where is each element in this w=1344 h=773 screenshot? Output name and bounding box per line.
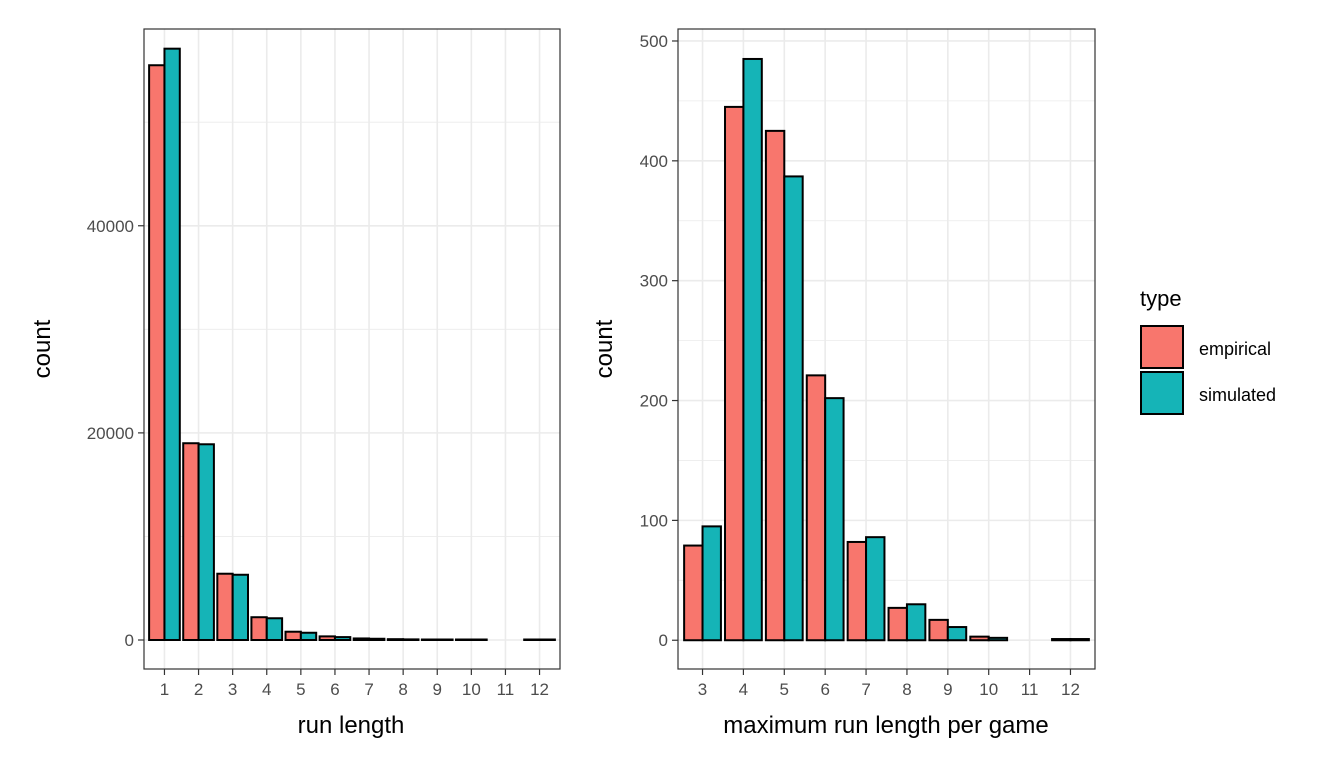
bar-simulated-4 <box>265 617 284 642</box>
bar-empirical-9 <box>928 618 949 642</box>
bar-simulated-7 <box>368 637 386 642</box>
bar-empirical-8 <box>887 606 908 642</box>
right-panel: 3 4 5 6 7 8 9 10 11 12 0 100 200 300 400 500 maximum run… <box>591 28 1096 739</box>
x-tick-label: 10 <box>979 680 998 699</box>
x-tick-label: 11 <box>497 680 515 699</box>
y-tick-label: 500 <box>640 32 668 51</box>
bar-simulated-9 <box>946 626 968 642</box>
x-tick-label: 7 <box>861 680 870 699</box>
bar-simulated-8 <box>905 603 927 642</box>
x-tick-label: 8 <box>902 680 911 699</box>
bar-empirical-5 <box>284 630 302 642</box>
x-tick-label: 4 <box>739 680 748 699</box>
y-axis-label: count <box>29 319 56 378</box>
bar-simulated-9 <box>436 638 454 642</box>
bar-empirical-8 <box>386 638 405 642</box>
bar-simulated-10 <box>470 638 488 642</box>
bar-simulated-8 <box>402 638 420 642</box>
legend-title: type <box>1140 286 1182 311</box>
bar-simulated-2 <box>197 443 215 642</box>
panel-border <box>677 28 1096 670</box>
panel-border <box>143 28 561 670</box>
legend-label-empirical: empirical <box>1199 339 1271 359</box>
y-tick-label: 0 <box>659 631 668 650</box>
bar-empirical-6 <box>318 635 336 642</box>
x-tick-label: 4 <box>262 680 271 699</box>
x-tick-label: 7 <box>364 680 373 699</box>
y-tick-label: 300 <box>640 272 668 291</box>
x-tick-label: 3 <box>698 680 707 699</box>
bar-simulated-10 <box>987 636 1009 642</box>
bar-empirical-12 <box>1051 638 1072 642</box>
y-tick-label: 40000 <box>87 217 134 236</box>
y-tick-label: 0 <box>125 631 134 650</box>
bar-simulated-3 <box>701 525 722 642</box>
bar-empirical-3 <box>216 572 234 642</box>
bar-simulated-5 <box>783 175 804 642</box>
bar-simulated-6 <box>333 636 352 642</box>
bar-simulated-6 <box>824 397 845 642</box>
bar-simulated-5 <box>299 631 318 642</box>
x-tick-label: 6 <box>820 680 829 699</box>
x-tick-label: 12 <box>530 680 549 699</box>
bar-simulated-1 <box>163 47 181 642</box>
bar-empirical-3 <box>683 544 704 642</box>
x-tick-label: 3 <box>228 680 237 699</box>
x-tick-label: 2 <box>194 680 203 699</box>
x-tick-label: 8 <box>398 680 407 699</box>
bar-empirical-2 <box>182 442 200 642</box>
bar-empirical-4 <box>724 105 745 642</box>
bar-empirical-10 <box>455 638 473 642</box>
bar-empirical-4 <box>250 616 268 642</box>
bar-empirical-6 <box>805 374 827 642</box>
bar-simulated-12 <box>1069 638 1090 642</box>
y-tick-label: 20000 <box>87 424 134 443</box>
x-tick-label: 9 <box>433 680 442 699</box>
bar-empirical-1 <box>148 64 166 642</box>
x-tick-label: 6 <box>330 680 339 699</box>
legend: type empirical simulated <box>1140 286 1276 415</box>
x-tick-label: 9 <box>943 680 952 699</box>
x-tick-label: 5 <box>780 680 789 699</box>
bar-simulated-12 <box>538 638 556 642</box>
x-tick-label: 5 <box>296 680 305 699</box>
y-axis-label: count <box>591 319 618 378</box>
legend-swatch-empirical <box>1140 325 1184 369</box>
bar-empirical-9 <box>420 638 439 642</box>
bar-empirical-10 <box>969 635 990 642</box>
x-tick-label: 1 <box>160 680 169 699</box>
x-tick-label: 10 <box>462 680 481 699</box>
bar-empirical-7 <box>846 540 868 642</box>
bar-empirical-5 <box>764 129 786 642</box>
x-axis-label: maximum run length per game <box>723 712 1048 739</box>
x-tick-label: 11 <box>1021 680 1039 699</box>
y-tick-label: 400 <box>640 152 668 171</box>
bar-empirical-12 <box>523 638 541 642</box>
y-tick-label: 100 <box>640 511 668 530</box>
legend-label-simulated: simulated <box>1199 385 1276 405</box>
x-tick-label: 12 <box>1061 680 1080 699</box>
y-tick-label: 200 <box>640 392 668 411</box>
bar-empirical-7 <box>352 637 371 642</box>
x-axis-label: run length <box>298 712 405 739</box>
bar-simulated-3 <box>231 573 249 642</box>
legend-swatch-simulated <box>1140 371 1184 415</box>
bar-simulated-7 <box>865 536 886 642</box>
bar-simulated-4 <box>742 57 763 642</box>
